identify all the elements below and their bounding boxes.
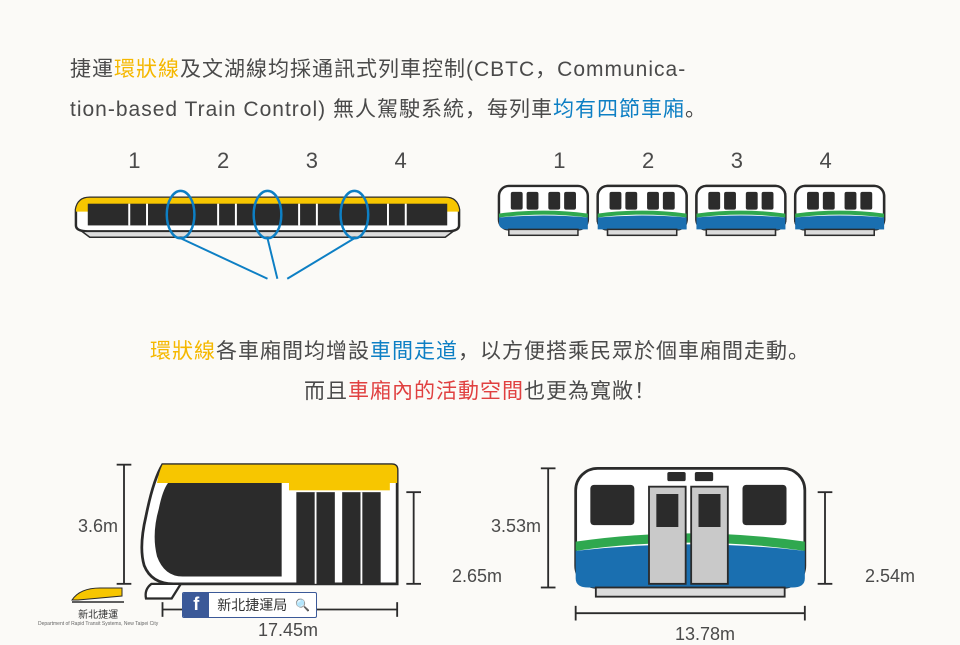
height-label: 3.6m [78, 516, 118, 537]
num: 2 [217, 148, 229, 174]
txt: 也更為寬敞！ [524, 380, 656, 403]
intro-line-1: 捷運環狀線及文湖線均採通訊式列車控制(CBTC，Communica- [70, 50, 890, 90]
hl: 車廂內的活動空間 [348, 380, 524, 403]
hl: 環狀線 [150, 340, 216, 363]
car-numbers: 1 2 3 4 [495, 148, 890, 174]
num: 4 [395, 148, 407, 174]
num: 1 [128, 148, 140, 174]
fb-label: 新北捷運局 [209, 595, 295, 615]
facebook-icon: f [183, 592, 209, 618]
train-logo-icon [70, 582, 126, 606]
org-logo: 新北捷運 Department of Rapid Transit Systems… [38, 582, 158, 627]
search-icon: 🔍 [295, 598, 316, 612]
footer: 新北捷運 Department of Rapid Transit Systems… [38, 582, 317, 627]
txt: 。 [685, 98, 707, 121]
txt: 捷運 [70, 58, 114, 81]
txt: 而且 [304, 380, 348, 403]
blue-train-svg [495, 180, 890, 249]
txt: tion-based Train Control) 無人駕駛系統，每列車 [70, 98, 553, 121]
org-sub: Department of Rapid Transit Systems, New… [38, 621, 158, 627]
circular-line-train: 1 2 3 4 [70, 148, 465, 289]
num: 1 [553, 148, 565, 174]
intro-line-2: tion-based Train Control) 無人駕駛系統，每列車均有四節… [70, 90, 890, 130]
wenhu-car-dimensions: 3.53m 13.78m 2.54m [495, 438, 880, 638]
wenhu-line-train: 1 2 3 4 [495, 148, 890, 289]
yellow-train-svg [70, 180, 465, 289]
num: 3 [731, 148, 743, 174]
num: 3 [306, 148, 318, 174]
trains-comparison-row: 1 2 3 4 [70, 148, 890, 289]
txt: ，以方便搭乘民眾於個車廂間走動。 [458, 340, 810, 363]
num: 2 [642, 148, 654, 174]
height-label: 3.53m [491, 516, 541, 537]
hl: 車間走道 [370, 340, 458, 363]
org-name: 新北捷運 [78, 606, 118, 621]
txt: 各車廂間均增設 [216, 340, 370, 363]
door-height-label: 2.54m [865, 566, 915, 587]
car-numbers: 1 2 3 4 [70, 148, 465, 174]
length-label: 13.78m [675, 624, 735, 645]
facebook-badge[interactable]: f 新北捷運局 🔍 [182, 592, 317, 618]
gangway-paragraph: 環狀線各車廂間均增設車間走道，以方便搭乘民眾於個車廂間走動。 而且車廂內的活動空… [70, 332, 890, 412]
blue-car-dim-svg [495, 438, 880, 638]
num: 4 [820, 148, 832, 174]
highlight-four-cars: 均有四節車廂 [553, 98, 685, 121]
txt: 及文湖線均採通訊式列車控制(CBTC，Communica- [180, 58, 686, 81]
highlight-circular: 環狀線 [114, 58, 180, 81]
